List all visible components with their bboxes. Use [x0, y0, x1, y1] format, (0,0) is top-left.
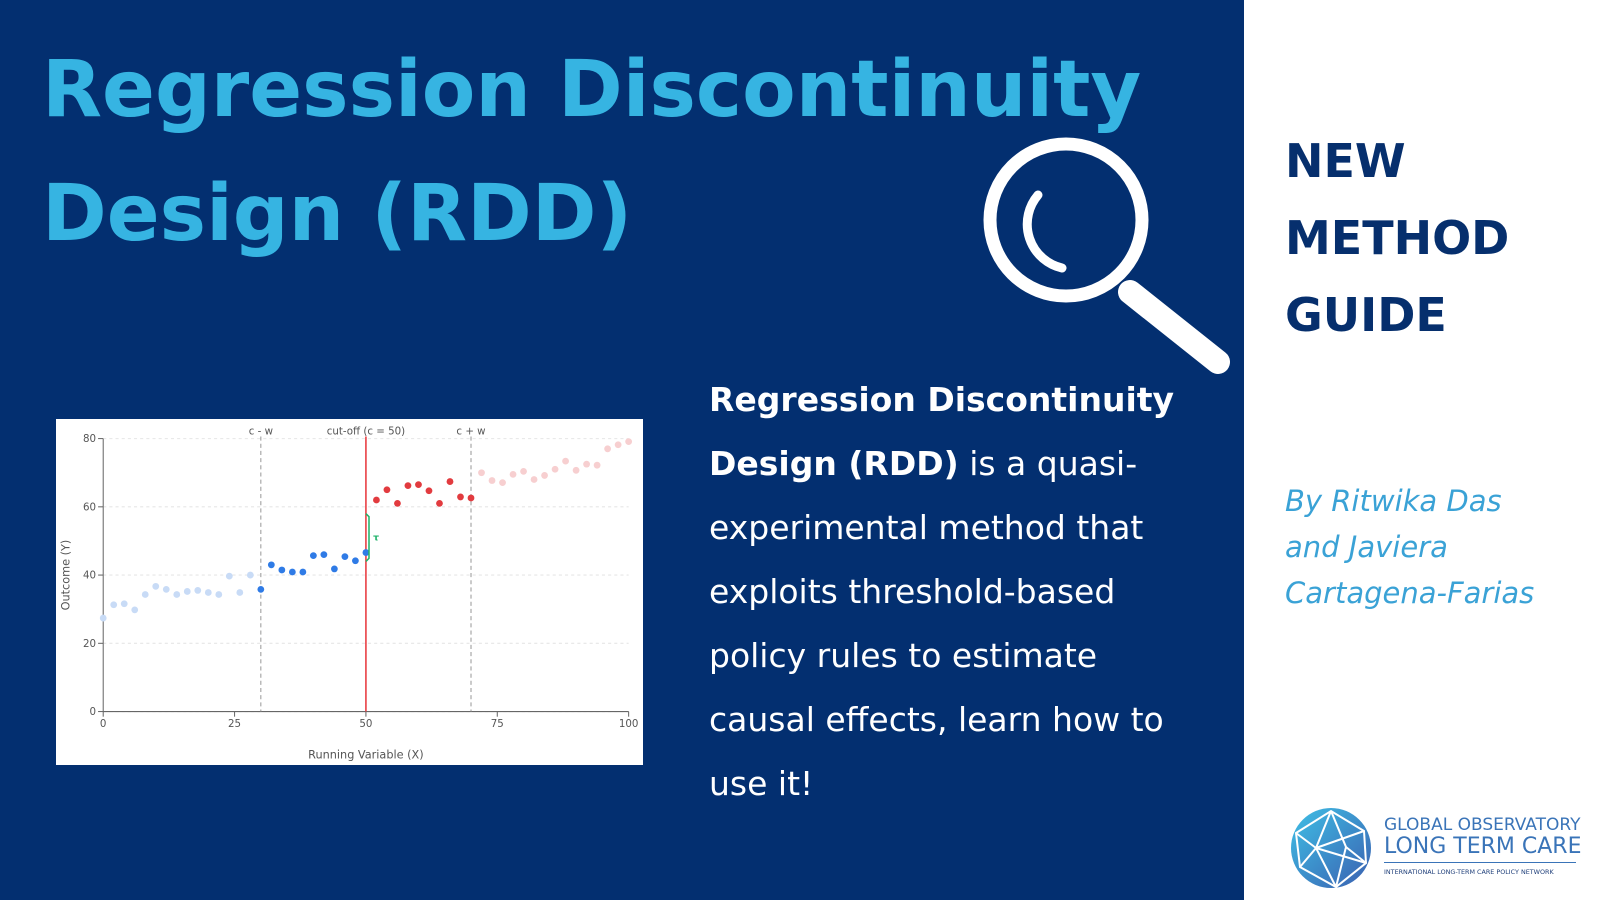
- x-tick-label: 50: [359, 718, 372, 730]
- point: [509, 471, 517, 478]
- handle: [1118, 280, 1230, 374]
- point: [99, 614, 107, 622]
- point: [604, 445, 612, 453]
- effect-bracket: [365, 513, 370, 562]
- annotation-label: c - w: [249, 425, 273, 437]
- point: [446, 478, 454, 485]
- effect-label: τ: [373, 533, 379, 544]
- point: [362, 549, 370, 556]
- point: [162, 586, 170, 593]
- side-panel: [1244, 0, 1600, 900]
- y-axis-label: Outcome (Y): [59, 540, 72, 611]
- point: [583, 460, 590, 468]
- point: [215, 591, 223, 598]
- y-tick-label: 20: [83, 638, 96, 650]
- point: [257, 586, 265, 593]
- point: [152, 582, 160, 590]
- point: [320, 551, 328, 558]
- point: [404, 482, 412, 490]
- y-tick-label: 80: [83, 433, 96, 445]
- point: [183, 588, 191, 595]
- point: [562, 457, 569, 465]
- point: [625, 438, 633, 446]
- point: [551, 465, 559, 473]
- point: [593, 461, 601, 469]
- x-axis-label: Running Variable (X): [308, 749, 423, 762]
- point: [288, 568, 296, 576]
- point: [415, 481, 422, 489]
- point: [352, 557, 359, 565]
- point: [467, 494, 475, 502]
- point: [478, 469, 485, 477]
- logo-rule: [1384, 862, 1576, 863]
- chart: 0 20 40 60 80 0 25 50 75 100 Running Variable (X) O…: [59, 425, 639, 762]
- point: [614, 441, 622, 449]
- point: [373, 496, 380, 504]
- point: [394, 500, 401, 507]
- point: [436, 500, 443, 507]
- description: Regression Discontinuity Design (RDD) is…: [709, 368, 1189, 816]
- point: [194, 587, 202, 594]
- point: [499, 479, 506, 486]
- logo-globe: [1291, 808, 1371, 889]
- point: [341, 553, 349, 561]
- point: [425, 487, 433, 495]
- description-bold: Regression Discontinuity Design (RDD): [709, 380, 1175, 483]
- point: [141, 591, 149, 598]
- x-tick-label: 75: [491, 718, 504, 730]
- logo-tagline: INTERNATIONAL LONG-TERM CARE POLICY NETW…: [1384, 868, 1554, 876]
- logo-line: GLOBAL OBSERVATORY: [1384, 815, 1581, 835]
- point: [120, 600, 128, 608]
- logo-line: LONG TERM CARE: [1384, 834, 1582, 859]
- heading-line: GUIDE: [1285, 288, 1447, 342]
- point: [309, 552, 317, 560]
- point: [110, 601, 118, 609]
- point: [267, 561, 275, 569]
- point: [299, 568, 307, 576]
- point: [541, 472, 548, 479]
- point: [383, 486, 391, 494]
- point: [530, 476, 538, 483]
- y-tick-label: 0: [89, 706, 96, 718]
- point: [278, 566, 286, 574]
- lens: [983, 137, 1149, 303]
- point: [204, 589, 212, 596]
- main-title: Regression Discontinuity Design (RDD): [42, 45, 1142, 259]
- byline-line: and Javiera: [1285, 530, 1448, 564]
- y-tick-label: 40: [83, 570, 96, 582]
- point: [225, 572, 233, 580]
- x-tick-label: 0: [100, 718, 107, 730]
- x-tick-label: 25: [228, 718, 241, 730]
- byline-line: Cartagena-Farias: [1285, 576, 1535, 610]
- point: [236, 589, 244, 596]
- chart-panel: 0 20 40 60 80 0 25 50 75 100 Running Variable (X) O…: [56, 419, 643, 765]
- point: [457, 493, 464, 501]
- point: [173, 591, 181, 598]
- annotation-label: c + w: [456, 425, 485, 437]
- annotation-label: cut-off (c = 50): [327, 425, 405, 437]
- description-text: is a quasi-experimental method that expl…: [709, 444, 1164, 803]
- point: [572, 466, 580, 474]
- x-tick-label: 100: [619, 718, 639, 730]
- point: [131, 606, 139, 614]
- point: [331, 565, 338, 573]
- y-tick-label: 60: [83, 501, 96, 513]
- lens-shine: [1022, 190, 1067, 273]
- heading-line: METHOD: [1285, 211, 1510, 265]
- byline-line: By Ritwika Das: [1285, 484, 1502, 518]
- heading-line: NEW: [1285, 134, 1406, 188]
- point: [520, 467, 527, 475]
- point: [246, 571, 254, 579]
- point: [488, 477, 496, 484]
